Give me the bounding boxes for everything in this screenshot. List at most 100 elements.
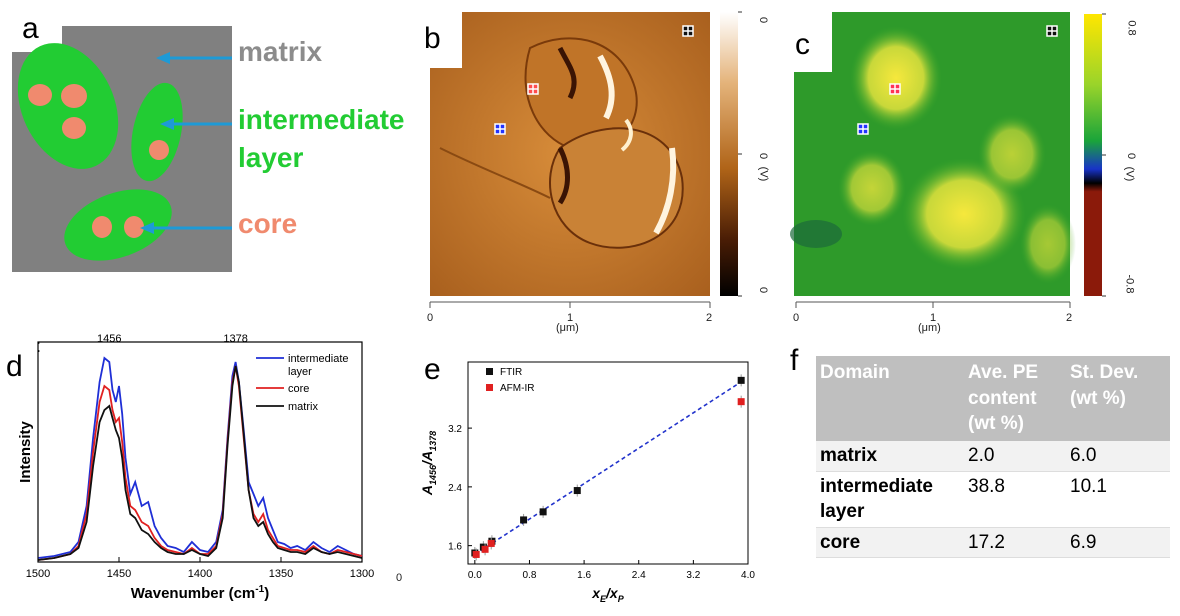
ratio-point-FTIR xyxy=(737,376,745,384)
afm-b-ridge xyxy=(653,147,677,235)
spectrum-line-core xyxy=(37,365,363,561)
panel-label-b: b xyxy=(424,22,441,55)
afm-b-xtick: 2 xyxy=(706,312,713,324)
spectra-legend-label: matrix xyxy=(288,401,318,413)
table-cell-domain: matrix xyxy=(816,440,964,472)
colorbar-c xyxy=(1084,14,1102,296)
ratio-ytick-label: 3.2 xyxy=(448,424,462,435)
afm-b-ridge xyxy=(597,54,615,120)
afm-c-scale-unit: (V) xyxy=(1123,166,1136,182)
afm-c-domain xyxy=(850,26,942,130)
table-cell-domain: core xyxy=(816,527,964,559)
ratio-fit-line xyxy=(474,381,742,556)
core-domain xyxy=(124,216,144,238)
afm-b-scale-tick: 0 xyxy=(757,286,770,294)
marker-red xyxy=(889,83,901,95)
ratio-ytick-label: 2.4 xyxy=(448,483,462,494)
intermediate-domain xyxy=(64,189,172,261)
spectra-xlabel: Wavenumber (cm-1) xyxy=(131,584,269,602)
panel-label-f: f xyxy=(790,344,799,377)
afm-b-xtick: 0 xyxy=(427,312,434,324)
intermediate-label-line1: intermediate xyxy=(238,104,405,135)
ratio-point-FTIR xyxy=(539,508,547,516)
table-row: core 17.2 6.9 xyxy=(816,527,1170,559)
table-header-domain: Domain xyxy=(816,356,964,441)
afm-c-domain xyxy=(838,150,906,226)
core-domain xyxy=(62,117,86,139)
ratio-point-AFM-IR xyxy=(481,545,489,553)
table-header-row: Domain Ave. PE content (wt %) St. Dev. (wt … xyxy=(816,356,1170,441)
afm-b-shadow xyxy=(557,46,577,100)
intermediate-domain xyxy=(131,82,183,182)
ratio-plot-frame xyxy=(467,361,749,565)
afm-b-xtick: 1 xyxy=(567,312,574,324)
table-cell-sd: 10.1 xyxy=(1066,471,1170,528)
marker-blue xyxy=(494,123,506,135)
afm-b-ridge xyxy=(620,118,633,152)
panel-label-e: e xyxy=(424,353,441,386)
matrix-label: matrix xyxy=(238,36,323,67)
table-row: matrix 2.0 6.0 xyxy=(816,440,1170,472)
afm-image-b xyxy=(429,11,742,308)
core-label: core xyxy=(238,208,298,239)
afm-c-scale-tick: 0.8 xyxy=(1125,20,1138,36)
pe-content-table: Domain Ave. PE content (wt %) St. Dev. (wt … xyxy=(816,356,1170,559)
ratio-chart: 0.0 0.8 1.6 2.4 3.2 4.0 1.6 2.4 3.2 xE/xP A1456/A1… xyxy=(420,361,755,604)
marker-red xyxy=(527,83,539,95)
spectra-chart: 1500 1450 1400 1350 1300 Wavenumber (cm-1) Int… xyxy=(17,333,374,602)
afm-c-xtick: 1 xyxy=(930,312,937,324)
spectra-legend-label: core xyxy=(288,383,309,395)
afm-c-scale-tick: -0.8 xyxy=(1123,274,1136,294)
table-header-sd: St. Dev. (wt %) xyxy=(1066,356,1170,441)
afm-b-scale-unit: (V) xyxy=(757,166,770,182)
ratio-point-AFM-IR xyxy=(472,550,480,558)
marker-black xyxy=(682,25,694,37)
panel-label-d: d xyxy=(6,350,23,383)
spectrum-line-intermediate-layer xyxy=(37,356,363,559)
schematic-diagram xyxy=(12,26,232,272)
panel-label-a: a xyxy=(22,12,39,45)
ratio-legend-swatch xyxy=(486,384,493,391)
ratio-legend-label: FTIR xyxy=(500,367,522,378)
spectra-xtick-label: 1350 xyxy=(269,568,293,580)
table-header-ave: Ave. PE content (wt %) xyxy=(964,356,1066,441)
afm-b-scale-tick: 0 xyxy=(757,152,770,160)
spectra-xtick-label: 1400 xyxy=(188,568,212,580)
marker-blue xyxy=(857,123,869,135)
table-cell-sd: 6.9 xyxy=(1066,527,1170,559)
ratio-point-FTIR xyxy=(520,516,528,524)
ratio-point-FTIR xyxy=(573,487,581,495)
afm-c-xtick: 2 xyxy=(1066,312,1073,324)
table-cell-domain: intermediate layer xyxy=(816,471,964,528)
ratio-point-AFM-IR xyxy=(487,539,495,547)
spectra-ylabel: Intensity xyxy=(17,421,34,483)
panel-label-c: c xyxy=(795,28,810,61)
ratio-xtick-label: 2.4 xyxy=(632,570,646,581)
colorbar-b xyxy=(720,12,738,296)
ratio-xtick-label: 0.0 xyxy=(468,570,482,581)
core-domain xyxy=(149,140,169,160)
ratio-xtick-label: 0.8 xyxy=(523,570,537,581)
ratio-xtick-label: 3.2 xyxy=(686,570,700,581)
afm-b-shadow xyxy=(557,146,570,205)
intermediate-label-line2: layer xyxy=(238,142,304,173)
ratio-legend-label: AFM-IR xyxy=(500,383,534,394)
ratio-xtick-label: 1.6 xyxy=(577,570,591,581)
afm-image-c xyxy=(790,12,1106,308)
spectra-plot-frame xyxy=(37,341,363,563)
afm-c-domain xyxy=(978,114,1046,194)
afm-c-domain xyxy=(1020,204,1076,284)
ratio-legend-swatch xyxy=(486,368,493,375)
ratio-ylabel: A1456/A1378 xyxy=(420,431,438,496)
spectra-xtick-label: 1300 xyxy=(350,568,374,580)
table-cell-ave: 17.2 xyxy=(964,527,1066,559)
spectra-legend-label: intermediate layer xyxy=(288,353,349,378)
afm-b-shadow xyxy=(439,147,551,199)
afm-c-xunit: (μm) xyxy=(918,322,941,334)
panel-d-stray-mark: : xyxy=(36,336,42,356)
afm-b-xunit: (μm) xyxy=(556,322,579,334)
ratio-xtick-label: 4.0 xyxy=(741,570,755,581)
table-cell-sd: 6.0 xyxy=(1066,440,1170,472)
spectra-xtick-label: 1500 xyxy=(26,568,50,580)
afm-c-dark-region xyxy=(790,220,842,248)
